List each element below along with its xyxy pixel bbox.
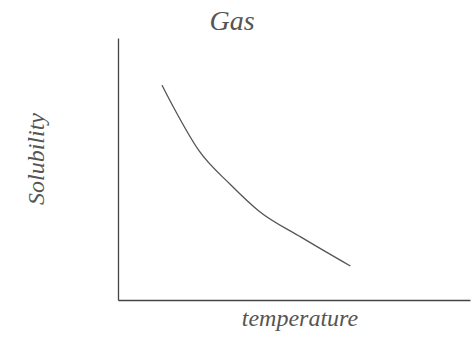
- y-axis: [118, 39, 119, 301]
- axis-line: [119, 300, 471, 301]
- axis-line: [118, 39, 119, 301]
- x-axis-title: temperature: [242, 305, 359, 331]
- title: Gas: [209, 5, 254, 36]
- x-axis: [119, 300, 471, 301]
- chart: Gas Solubility temperature: [0, 0, 474, 338]
- marks: [162, 85, 350, 266]
- line: [162, 85, 350, 266]
- plot-area: [119, 39, 471, 301]
- y-axis-title: Solubility: [23, 113, 49, 205]
